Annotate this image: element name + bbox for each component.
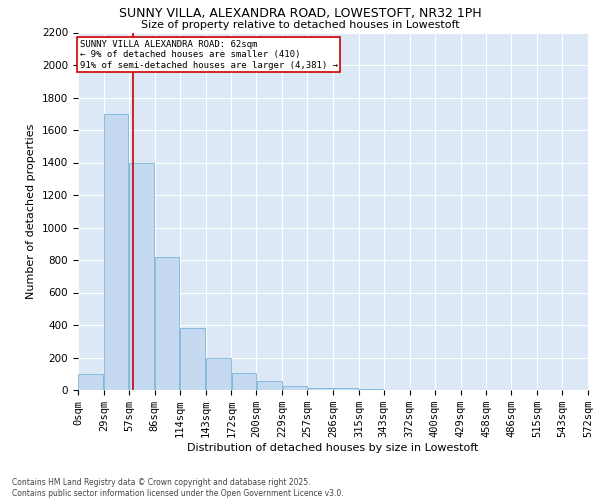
Bar: [334, 388, 358, 390]
Text: Size of property relative to detached houses in Lowestoft: Size of property relative to detached ho…: [140, 20, 460, 30]
Text: SUNNY VILLA, ALEXANDRA ROAD, LOWESTOFT, NR32 1PH: SUNNY VILLA, ALEXANDRA ROAD, LOWESTOFT, …: [119, 8, 481, 20]
Bar: [180, 328, 205, 390]
Text: SUNNY VILLA ALEXANDRA ROAD: 62sqm
← 9% of detached houses are smaller (410)
91% : SUNNY VILLA ALEXANDRA ROAD: 62sqm ← 9% o…: [80, 40, 338, 70]
Bar: [359, 389, 383, 390]
Bar: [79, 374, 103, 390]
Text: Contains HM Land Registry data © Crown copyright and database right 2025.
Contai: Contains HM Land Registry data © Crown c…: [12, 478, 344, 498]
Bar: [257, 381, 282, 390]
Bar: [206, 358, 231, 390]
Bar: [283, 386, 307, 390]
Bar: [155, 257, 179, 390]
X-axis label: Distribution of detached houses by size in Lowestoft: Distribution of detached houses by size …: [187, 443, 479, 453]
Bar: [308, 388, 332, 390]
Bar: [129, 162, 154, 390]
Y-axis label: Number of detached properties: Number of detached properties: [26, 124, 37, 299]
Bar: [232, 373, 256, 390]
Bar: [104, 114, 128, 390]
